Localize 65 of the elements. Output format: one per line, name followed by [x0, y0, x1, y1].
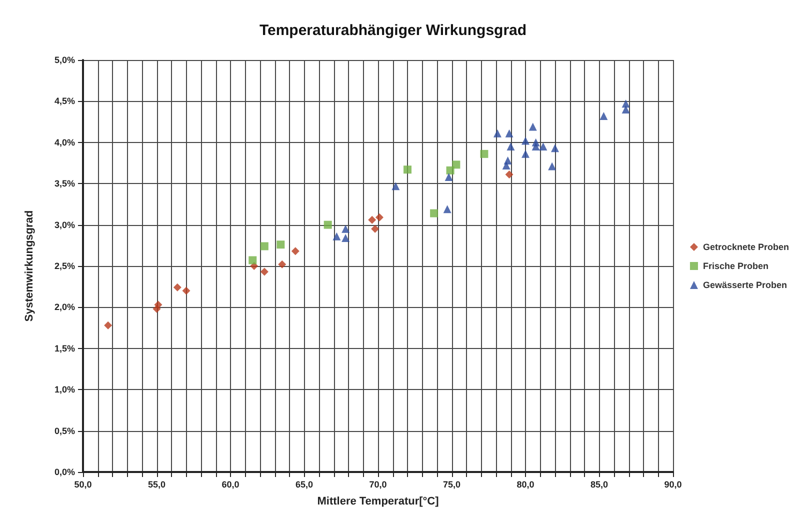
point [446, 166, 454, 174]
point [622, 105, 630, 114]
point [248, 256, 257, 264]
point [342, 224, 350, 233]
point [260, 268, 268, 276]
y-tick-label: 2,0% [54, 302, 75, 312]
point [154, 300, 162, 309]
point [371, 224, 380, 233]
y-tick-label: 3,0% [54, 220, 75, 230]
point [506, 142, 515, 151]
point [480, 150, 488, 158]
y-tick-label: 0,0% [54, 467, 75, 477]
chart-title: Temperaturabhängiger Wirkungsgrad [259, 22, 527, 39]
legend-label: Getrocknete Proben [702, 242, 790, 252]
point [276, 240, 285, 249]
point [600, 112, 608, 120]
y-tick-label: 5,0% [54, 55, 75, 65]
point [532, 142, 540, 151]
point [430, 209, 438, 218]
x-tick-label: 75,0 [442, 480, 461, 490]
point [260, 242, 268, 250]
point [548, 162, 556, 170]
y-axis-title: Systemwirkungsgrad [24, 210, 36, 322]
point [342, 234, 350, 242]
point [522, 136, 530, 145]
point [444, 173, 453, 182]
x-tick-label: 50,0 [74, 480, 92, 490]
point [528, 122, 537, 131]
point [452, 160, 460, 169]
x-tick-label: 55,0 [148, 480, 166, 490]
y-tick-label: 4,0% [54, 137, 75, 148]
y-tick-label: 0,5% [54, 426, 75, 436]
x-tick-label: 85,0 [590, 480, 608, 490]
legend-label: Frische Proben [702, 261, 769, 271]
point [324, 220, 332, 229]
x-axis-title: Mittlere Temperatur[°C] [317, 496, 440, 508]
x-tick-label: 60,0 [222, 480, 240, 490]
x-tick-label: 65,0 [295, 480, 314, 490]
point [502, 161, 510, 170]
y-tick-label: 4,5% [54, 96, 75, 106]
y-tick-label: 2,5% [54, 261, 75, 271]
y-tick-label: 3,5% [54, 178, 75, 189]
point [368, 216, 376, 224]
point [539, 142, 548, 151]
point [493, 129, 502, 138]
legend-label: Gewässerte Proben [702, 280, 788, 290]
point [505, 129, 514, 138]
x-tick-label: 70,0 [369, 480, 387, 490]
point [278, 260, 286, 268]
point [443, 205, 452, 214]
y-tick-label: 1,0% [54, 384, 75, 395]
point [392, 182, 400, 190]
point [291, 247, 300, 256]
point [551, 144, 559, 152]
point [404, 166, 412, 174]
point [182, 286, 190, 295]
point [522, 150, 530, 158]
y-tick-label: 1,5% [54, 343, 75, 354]
point [332, 232, 341, 240]
x-tick-label: 90,0 [664, 480, 682, 490]
x-tick-label: 80,0 [516, 480, 534, 490]
point [375, 213, 384, 222]
point [173, 283, 182, 292]
point [104, 321, 112, 330]
point [505, 170, 514, 179]
